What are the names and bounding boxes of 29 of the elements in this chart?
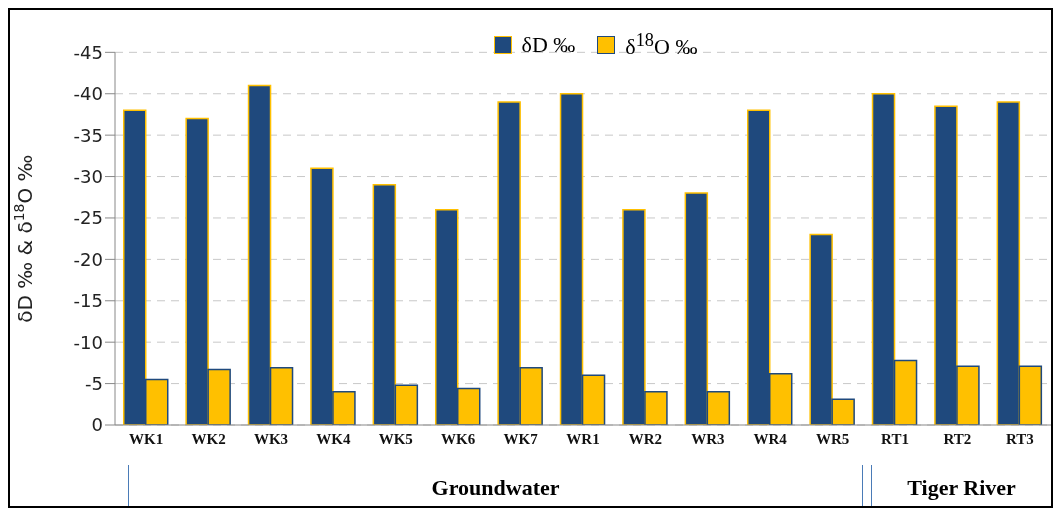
x-tick-label: RT1 <box>881 430 909 447</box>
text: Tiger River <box>906 473 1017 502</box>
x-tick-label: WR5 <box>815 430 850 447</box>
x-tick-label: WK2 <box>191 430 226 447</box>
x-tick-label: WK1 <box>129 430 164 447</box>
y-tick-label: -15 <box>73 290 103 312</box>
x-tick-label: WK6 <box>441 430 476 447</box>
y-tick-label: -20 <box>73 248 103 270</box>
x-tick-label: WR1 <box>566 430 600 447</box>
text: Groundwater <box>430 473 561 502</box>
x-tick-label: RT2 <box>943 430 972 447</box>
x-tick-label: WK3 <box>253 430 289 447</box>
y-tick-label: -45 <box>73 41 103 63</box>
y-tick-label: -30 <box>73 165 103 187</box>
x-tick-label: WR4 <box>753 430 788 447</box>
x-tick-label: WK7 <box>503 430 539 447</box>
x-tick-label: WR2 <box>628 430 663 447</box>
x-tick-label: WK4 <box>316 430 351 447</box>
x-tick-label: WR3 <box>691 430 725 447</box>
legend-label: δD ‰ <box>521 32 576 59</box>
y-tick-label: 0 <box>91 414 103 436</box>
y-tick-label: -40 <box>73 83 103 105</box>
y-tick-label: -35 <box>73 124 103 146</box>
y-tick-label: -10 <box>73 331 103 353</box>
x-tick-label: WK5 <box>378 430 413 447</box>
y-tick-label: -25 <box>73 207 103 229</box>
y-tick-label: -5 <box>85 372 103 394</box>
x-tick-label: RT3 <box>1005 430 1034 447</box>
legend-label: δ$^{18}$O ‰ <box>625 30 698 61</box>
